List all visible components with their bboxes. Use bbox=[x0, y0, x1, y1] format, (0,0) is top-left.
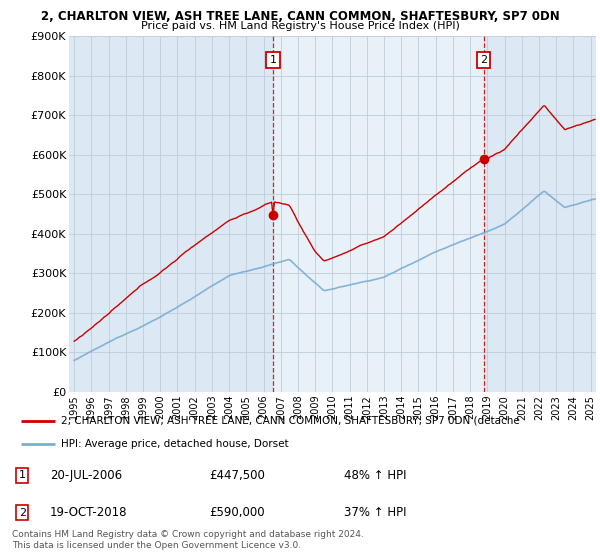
Text: Contains HM Land Registry data © Crown copyright and database right 2024.
This d: Contains HM Land Registry data © Crown c… bbox=[12, 530, 364, 550]
Text: 1: 1 bbox=[19, 470, 26, 480]
Text: £447,500: £447,500 bbox=[210, 469, 266, 482]
Text: 48% ↑ HPI: 48% ↑ HPI bbox=[344, 469, 406, 482]
Text: 19-OCT-2018: 19-OCT-2018 bbox=[50, 506, 127, 519]
Text: Price paid vs. HM Land Registry's House Price Index (HPI): Price paid vs. HM Land Registry's House … bbox=[140, 21, 460, 31]
Text: 1: 1 bbox=[269, 55, 277, 65]
Text: £590,000: £590,000 bbox=[210, 506, 265, 519]
Text: 2, CHARLTON VIEW, ASH TREE LANE, CANN COMMON, SHAFTESBURY, SP7 0DN: 2, CHARLTON VIEW, ASH TREE LANE, CANN CO… bbox=[41, 10, 559, 22]
Text: 20-JUL-2006: 20-JUL-2006 bbox=[50, 469, 122, 482]
Text: 37% ↑ HPI: 37% ↑ HPI bbox=[344, 506, 406, 519]
Text: 2, CHARLTON VIEW, ASH TREE LANE, CANN COMMON, SHAFTESBURY, SP7 0DN (detache: 2, CHARLTON VIEW, ASH TREE LANE, CANN CO… bbox=[61, 416, 520, 426]
Bar bbox=[273, 36, 484, 392]
Text: 2: 2 bbox=[480, 55, 487, 65]
Text: 2: 2 bbox=[19, 508, 26, 518]
Text: HPI: Average price, detached house, Dorset: HPI: Average price, detached house, Dors… bbox=[61, 439, 289, 449]
